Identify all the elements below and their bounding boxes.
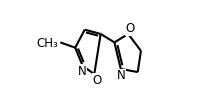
Text: N: N [117, 69, 126, 82]
Text: O: O [125, 22, 134, 35]
Text: O: O [92, 74, 102, 86]
Text: CH₃: CH₃ [37, 37, 58, 50]
Text: N: N [78, 65, 86, 77]
